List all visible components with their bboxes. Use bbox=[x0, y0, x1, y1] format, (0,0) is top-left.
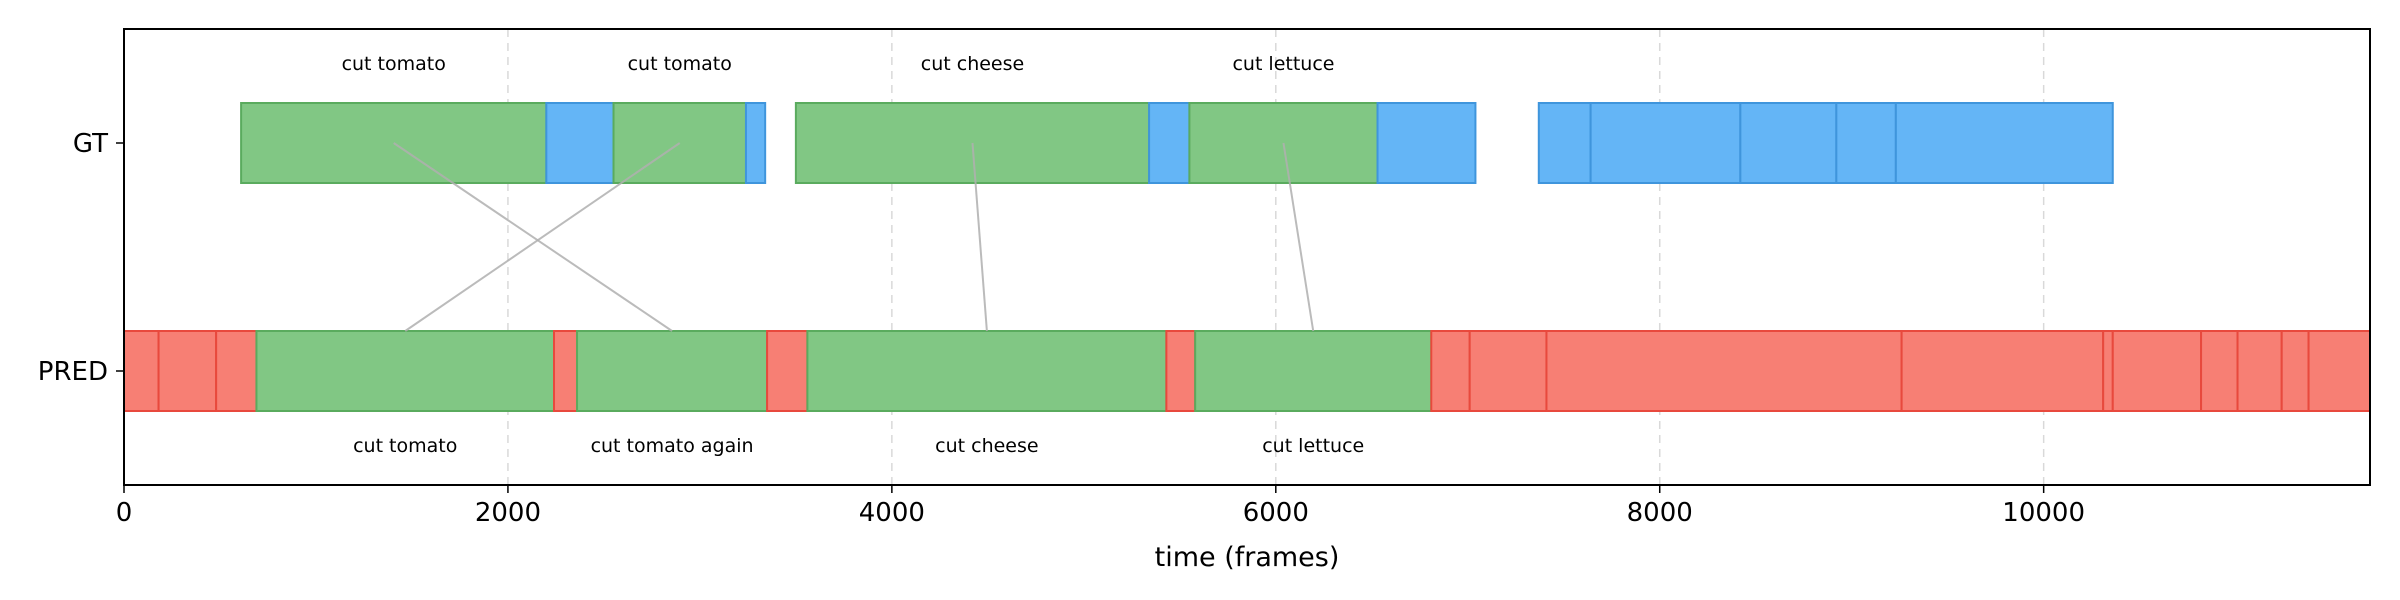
x-tick-label: 2000 bbox=[475, 498, 541, 528]
pred-segment-unmatched bbox=[1430, 330, 1471, 412]
pred-segment-unmatched bbox=[2111, 330, 2203, 412]
pred-segment-unmatched bbox=[1545, 330, 1903, 412]
x-tick-label: 4000 bbox=[859, 498, 925, 528]
x-tick-label: 10000 bbox=[2002, 498, 2085, 528]
pred-segment-unmatched bbox=[157, 330, 218, 412]
x-tick-label: 6000 bbox=[1243, 498, 1309, 528]
pred-segment-unmatched bbox=[2200, 330, 2239, 412]
pred-segment-matched bbox=[576, 330, 769, 412]
match-links bbox=[393, 142, 1315, 332]
match-link bbox=[971, 142, 988, 332]
row-label-gt: GT bbox=[73, 129, 108, 159]
pred-segment-matched bbox=[1194, 330, 1433, 412]
x-tick-label: 0 bbox=[116, 498, 133, 528]
pred-segment-unmatched bbox=[2236, 330, 2283, 412]
plot-frame bbox=[123, 28, 2371, 486]
gt-segment-unmatched bbox=[744, 102, 767, 184]
segments bbox=[123, 102, 2372, 412]
gt-segment-unmatched bbox=[1148, 102, 1191, 184]
gt-segment-unmatched bbox=[1894, 102, 2114, 184]
pred-segment-matched bbox=[255, 330, 556, 412]
gt-segment-unmatched bbox=[1537, 102, 1592, 184]
gt-segment-unmatched bbox=[545, 102, 615, 184]
pred-segment-unmatched bbox=[553, 330, 579, 412]
pred-segment-label: cut cheese bbox=[935, 435, 1038, 457]
pred-segment-unmatched bbox=[215, 330, 258, 412]
pred-segment-unmatched bbox=[2307, 330, 2372, 412]
pred-segment-unmatched bbox=[2280, 330, 2310, 412]
match-link bbox=[404, 142, 681, 332]
pred-segment-unmatched bbox=[123, 330, 160, 412]
axes: GT PRED 0 2000 4000 6000 8000 10000 bbox=[38, 129, 2085, 528]
gt-segment-unmatched bbox=[1376, 102, 1477, 184]
pred-segment-label: cut tomato again bbox=[591, 435, 754, 457]
pred-segment-unmatched bbox=[766, 330, 809, 412]
segment-labels: cut tomato cut tomato cut cheese cut lettuc… bbox=[342, 53, 1365, 457]
gt-segment-label: cut cheese bbox=[921, 53, 1024, 75]
grid-lines bbox=[507, 29, 2045, 485]
pred-segment-unmatched bbox=[1165, 330, 1197, 412]
gt-segment-unmatched bbox=[1835, 102, 1897, 184]
gt-segment-unmatched bbox=[1589, 102, 1742, 184]
match-link bbox=[1282, 142, 1315, 332]
pred-segment-unmatched bbox=[1900, 330, 2105, 412]
row-label-pred: PRED bbox=[38, 357, 108, 387]
pred-segment-matched bbox=[806, 330, 1168, 412]
x-tick-label: 8000 bbox=[1627, 498, 1693, 528]
match-link bbox=[393, 142, 673, 332]
pred-segment-label: cut lettuce bbox=[1262, 435, 1364, 457]
pred-segment-label: cut tomato bbox=[353, 435, 457, 457]
pred-segment-unmatched bbox=[2102, 330, 2114, 412]
x-axis-title: time (frames) bbox=[1155, 542, 1340, 573]
gt-segment-unmatched bbox=[1739, 102, 1838, 184]
gt-segment-label: cut tomato bbox=[342, 53, 446, 75]
gt-segment-label: cut tomato bbox=[628, 53, 732, 75]
pred-segment-unmatched bbox=[1468, 330, 1548, 412]
gt-segment-label: cut lettuce bbox=[1232, 53, 1334, 75]
